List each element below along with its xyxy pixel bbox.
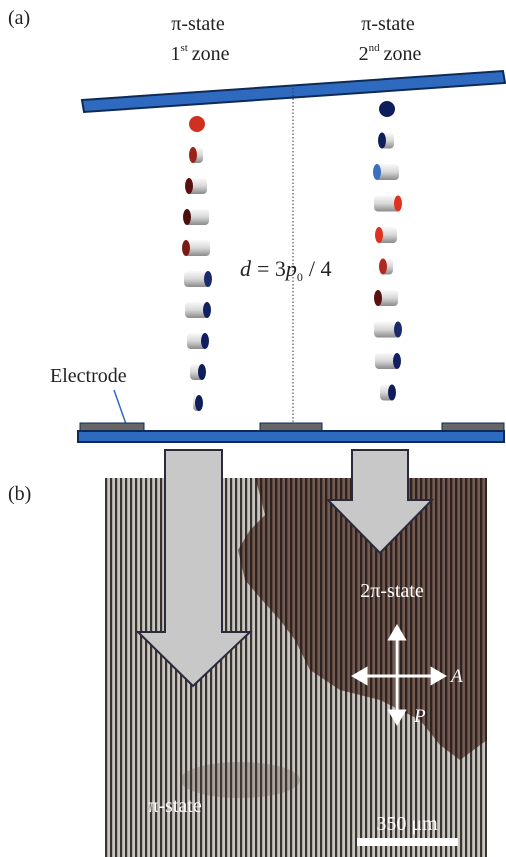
panel-label: (b): [8, 483, 31, 505]
scale-label: 350 μm: [376, 813, 438, 835]
eq-lhs: d: [240, 256, 252, 281]
molecule-part: [388, 385, 396, 401]
equation: d= 3p0 / 4: [240, 256, 332, 284]
electrode-pointer: [114, 390, 126, 424]
eq-sub: 0: [297, 270, 303, 284]
molecule-part: [185, 178, 193, 194]
molecule-part: [374, 290, 382, 306]
molecule-part: [375, 227, 383, 243]
molecule-part: [379, 259, 387, 275]
molecule-part: [394, 322, 402, 338]
molecule-part: [204, 271, 212, 287]
analyzer-label: A: [449, 666, 463, 687]
molecule-part: [182, 240, 190, 256]
molecule-part: [201, 333, 209, 349]
eq-var: p: [284, 256, 297, 281]
region-label: 2π-state: [360, 580, 424, 602]
region-label: π-state: [148, 795, 202, 817]
zone-word: zone: [384, 43, 422, 65]
dark-spot: [180, 762, 300, 798]
molecule-part: [373, 164, 381, 180]
molecule-part: [198, 364, 206, 380]
panel-label: (a): [8, 7, 30, 29]
polarizer-label: P: [413, 706, 426, 727]
molecule-part: [183, 209, 191, 225]
eq-mid: = 3: [257, 256, 286, 281]
eq-tail: / 4: [309, 256, 332, 281]
molecule-part: [379, 101, 395, 117]
zone-state: π-state: [171, 13, 225, 35]
zone-number: 1: [170, 43, 180, 65]
molecule-part: [203, 302, 211, 318]
zone-number: 2: [359, 43, 369, 65]
bottom-plate: [78, 431, 504, 442]
molecule-part: [393, 353, 401, 369]
zone-state: π-state: [361, 13, 415, 35]
zone-word: zone: [192, 43, 230, 65]
figure: (a) π-state 1stzone π-state 2ndzone d= 3…: [0, 0, 506, 857]
molecule-part: [378, 133, 386, 149]
molecule-part: [189, 116, 205, 132]
molecule-part: [394, 196, 402, 212]
electrode-label: Electrode: [50, 365, 127, 387]
zone-suffix: st: [180, 42, 187, 54]
scale-bar: [357, 838, 458, 846]
molecule-part: [189, 147, 197, 163]
zone-suffix: nd: [369, 42, 381, 54]
molecule-part: [195, 395, 203, 411]
